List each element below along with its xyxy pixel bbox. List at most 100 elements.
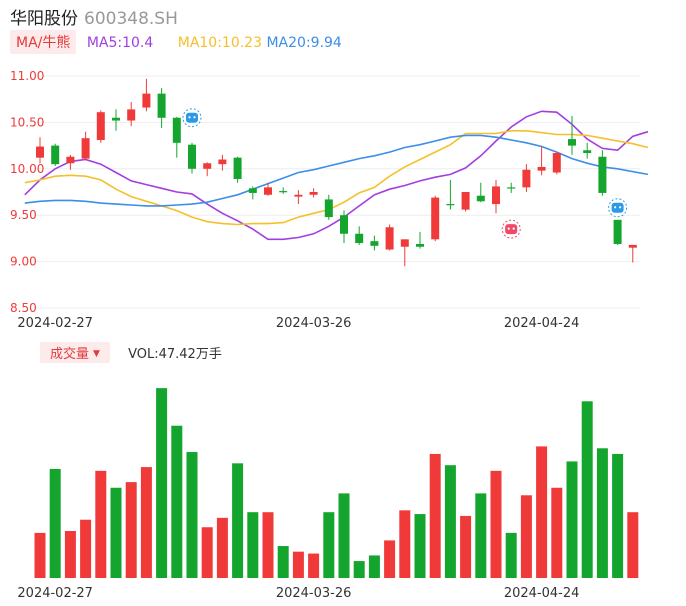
candle (264, 182, 272, 196)
volume-bar (384, 540, 396, 578)
candle (96, 110, 105, 143)
candle (461, 192, 470, 212)
candle-body (537, 166, 546, 171)
candle-body (552, 153, 561, 173)
stock-name: 华阳股份 (10, 9, 78, 29)
candle-body (583, 150, 592, 154)
x-tick-label: 2024-02-27 (17, 316, 93, 331)
volume-bar (140, 467, 152, 578)
volume-bar (80, 519, 92, 578)
ma10-label: MA10:10.23 (177, 35, 263, 51)
candle-body (81, 138, 90, 159)
signal-eye (188, 116, 191, 119)
candle-body (203, 163, 212, 169)
candle-body (400, 239, 409, 247)
signal-eye (193, 116, 196, 119)
candle-body (309, 192, 318, 195)
candle (476, 182, 485, 203)
candle (36, 137, 44, 164)
candle-body (613, 219, 622, 244)
candle (233, 156, 242, 183)
candle-body (233, 157, 242, 180)
volume-bar (308, 553, 320, 578)
bull-signal-icon (501, 219, 521, 239)
volume-bar (49, 468, 61, 578)
ma-lines (24, 110, 649, 241)
candle (446, 179, 455, 210)
candle-body (51, 145, 60, 165)
volume-bar (323, 512, 335, 578)
candle-body (188, 144, 196, 169)
volume-bar (247, 512, 259, 578)
price-y-axis: 11.00 10.50 10.00 9.50 9.00 8.50 (10, 69, 44, 315)
volume-bar (216, 517, 228, 578)
x-tick-label: 2024-04-24 (504, 586, 580, 601)
volume-indicator-tag[interactable]: 成交量 ▼ (40, 342, 110, 363)
x-tick-label: 2024-02-27 (17, 586, 93, 601)
candle (385, 224, 394, 251)
stock-code: 600348.SH (84, 9, 178, 29)
volume-bar (627, 512, 639, 578)
candle-body (568, 139, 576, 146)
candle-body (66, 156, 75, 164)
candle (507, 182, 516, 193)
volume-legend: 成交量 ▼ VOL:47.42万手 (40, 342, 222, 363)
candle-body (416, 243, 424, 247)
candle (81, 131, 90, 160)
bear-signal-icon (608, 198, 628, 218)
candle-body (294, 194, 303, 197)
candle-body (355, 233, 364, 244)
volume-bar (34, 532, 46, 578)
volume-bar (581, 401, 593, 578)
candle-body (248, 188, 257, 193)
volume-bar (414, 514, 426, 578)
candle-body (431, 197, 440, 240)
candle (172, 116, 181, 158)
candle (583, 142, 592, 159)
volume-bar (277, 546, 289, 578)
signal-eye (507, 227, 510, 230)
volume-bar (353, 561, 365, 578)
volume-bar (95, 470, 107, 578)
bear-signal-icon (182, 108, 202, 128)
volume-bar (368, 555, 380, 578)
candle-body (446, 204, 455, 206)
candle-body (522, 169, 531, 188)
candle (552, 152, 561, 175)
signal-eye (512, 227, 515, 230)
candle-body (127, 109, 136, 121)
candle-body (461, 192, 470, 210)
signal-badge (611, 202, 624, 213)
volume-bar (125, 482, 137, 578)
candle (112, 109, 120, 131)
candle (324, 194, 333, 220)
y-tick-label: 9.00 (10, 255, 37, 269)
candle-body (172, 117, 181, 143)
price-x-axis: 2024-02-27 2024-03-26 2024-04-24 (17, 316, 579, 331)
candle (370, 235, 379, 251)
signal-badge (505, 224, 518, 235)
candle-body (370, 241, 379, 246)
ma-indicator-tag[interactable]: MA/牛熊 (10, 30, 77, 54)
caret-down-icon: ▼ (93, 349, 100, 359)
volume-x-axis: 2024-02-27 2024-03-26 2024-04-24 (17, 586, 579, 601)
volume-bar (262, 512, 274, 578)
volume-bar (612, 453, 624, 578)
candle (294, 190, 303, 205)
volume-bar (201, 527, 213, 578)
candle-body (264, 187, 272, 195)
candle (613, 219, 622, 245)
ma20-line (24, 134, 649, 207)
volume-bar (171, 425, 183, 578)
price-grid (34, 75, 640, 309)
stock-title: 华阳股份 600348.SH (10, 4, 178, 29)
y-tick-label: 9.50 (10, 208, 37, 222)
volume-bar (536, 446, 548, 578)
candle-body (112, 117, 120, 121)
volume-bar (64, 531, 76, 578)
volume-bar (156, 388, 168, 578)
volume-bar (505, 532, 517, 578)
ma5-line (24, 110, 649, 241)
candle-body (385, 227, 394, 250)
